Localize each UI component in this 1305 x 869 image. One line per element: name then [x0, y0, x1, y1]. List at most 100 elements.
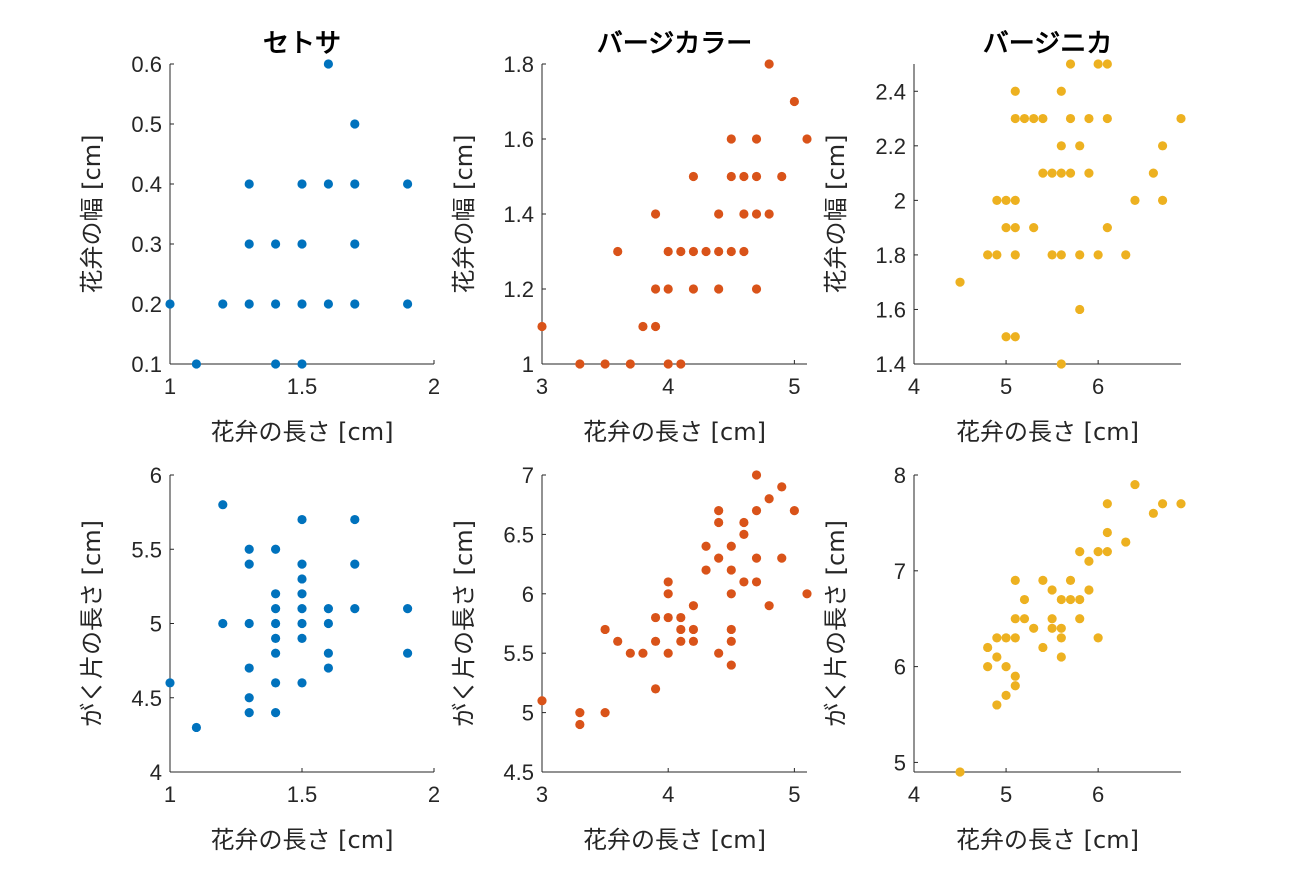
x-tick-label: 6 [1092, 782, 1104, 807]
data-point [218, 299, 228, 309]
y-tick-label: 0.3 [131, 232, 162, 257]
data-point [714, 517, 724, 528]
y-axis-label: がく片の長さ [cm] [450, 520, 478, 727]
data-point [271, 359, 281, 369]
y-tick-label: 2 [894, 188, 906, 213]
data-point [244, 239, 254, 249]
x-tick-label: 1.5 [287, 782, 318, 807]
x-tick-label: 4 [662, 782, 674, 807]
data-point [726, 246, 736, 257]
data-point [777, 553, 787, 563]
data-point [323, 663, 333, 673]
data-point [1084, 585, 1094, 595]
data-point [992, 195, 1002, 205]
x-tick-label: 5 [1000, 374, 1012, 399]
data-point [739, 246, 749, 257]
data-point [1001, 223, 1011, 233]
y-axis-label: がく片の長さ [cm] [822, 520, 850, 727]
data-point [403, 648, 413, 658]
data-point [1038, 575, 1048, 585]
data-point [244, 708, 254, 718]
data-point [350, 559, 360, 569]
data-point [600, 708, 610, 718]
x-tick-label: 4 [662, 374, 674, 399]
y-tick-label: 5.5 [131, 537, 162, 562]
data-point [1084, 168, 1094, 178]
scatter-panel-2: 3 4 5 1 1.2 1.4 1.6 1.8 花弁の長さ [cm] 花弁の幅 [cm] バージカラ… [450, 29, 812, 446]
panel-title: セトサ [263, 29, 341, 59]
data-point [983, 642, 993, 653]
data-point [1121, 537, 1131, 547]
data-point [1157, 195, 1168, 205]
data-point [714, 648, 724, 658]
data-point [1102, 223, 1112, 233]
data-point [955, 277, 965, 287]
data-point [350, 179, 360, 189]
data-point [688, 171, 699, 182]
y-tick-label: 1.6 [503, 127, 534, 152]
data-point [403, 604, 413, 614]
data-point [650, 636, 661, 646]
data-point [726, 624, 736, 635]
y-tick-label: 8 [894, 463, 906, 488]
data-point [297, 618, 307, 629]
data-point [992, 250, 1002, 260]
y-axis-label: 花弁の幅 [cm] [450, 135, 478, 294]
data-point [1075, 304, 1085, 315]
y-tick-label: 1.8 [875, 243, 906, 268]
data-point [714, 553, 724, 563]
y-tick-label: 1.6 [875, 297, 906, 322]
data-point [1010, 575, 1020, 585]
data-point [764, 494, 774, 504]
data-point [271, 544, 281, 554]
y-tick-label: 5 [894, 750, 906, 775]
data-point [1010, 633, 1020, 643]
data-point [1010, 681, 1020, 691]
data-point [751, 209, 762, 219]
data-point [777, 171, 787, 182]
data-point [244, 663, 254, 673]
data-point [726, 565, 736, 575]
data-point [191, 359, 201, 369]
data-point [165, 678, 175, 688]
data-point [726, 589, 736, 599]
y-tick-label: 4 [150, 760, 162, 785]
data-point [323, 179, 333, 189]
scatter-panel-5: 3 4 5 4.5 5 5.5 6 6.5 7 花弁の長さ [cm] がく片の長さ [cm] [450, 463, 812, 854]
y-tick-label: 6 [522, 582, 534, 607]
data-point [1047, 168, 1057, 178]
data-point [323, 299, 333, 309]
data-point [676, 612, 686, 623]
x-tick-label: 5 [1000, 782, 1012, 807]
data-point [663, 359, 673, 369]
data-point [297, 359, 307, 369]
data-point [726, 541, 736, 551]
data-point [1176, 113, 1186, 124]
data-point [650, 684, 661, 694]
data-point [271, 648, 281, 658]
data-point [1157, 141, 1168, 151]
data-point [663, 284, 673, 294]
data-point [751, 171, 762, 182]
x-axis-label: 花弁の長さ [cm] [583, 418, 766, 446]
data-point [1019, 614, 1030, 624]
data-point [600, 359, 610, 369]
data-point [650, 284, 661, 294]
x-tick-label: 5 [788, 374, 800, 399]
data-point [714, 284, 724, 294]
y-axis-label: がく片の長さ [cm] [78, 520, 106, 727]
data-point [1019, 594, 1030, 605]
data-point [1010, 250, 1020, 260]
data-point [726, 134, 736, 144]
x-tick-label: 4 [908, 374, 920, 399]
scatter-panel-1: 1 1.5 2 0.1 0.2 0.3 0.4 0.5 0.6 花弁の長さ [cm] 花弁の幅 [c… [78, 29, 440, 446]
data-point [1102, 499, 1112, 509]
data-point [726, 660, 736, 670]
y-tick-label: 0.1 [131, 352, 162, 377]
y-tick-label: 1.4 [503, 202, 534, 227]
data-point [297, 239, 307, 249]
data-point [271, 239, 281, 249]
x-tick-label: 3 [536, 782, 548, 807]
data-point [714, 246, 724, 257]
